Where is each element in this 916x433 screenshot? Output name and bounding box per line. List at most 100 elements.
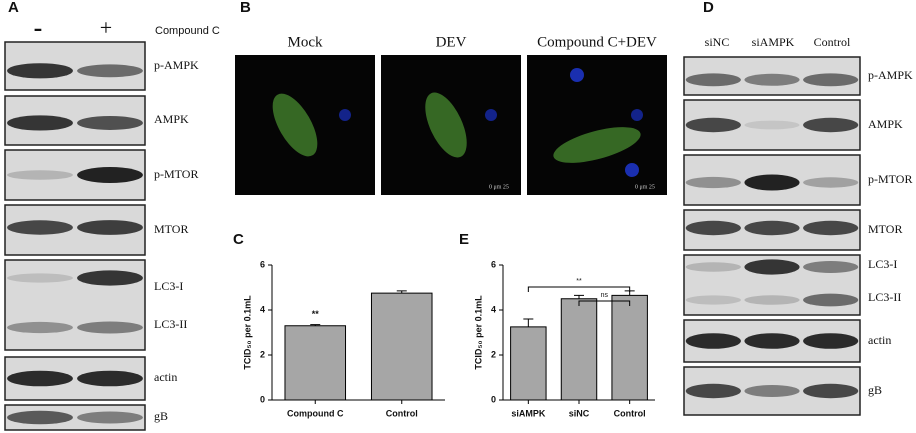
y-tick-label: 0 [491,394,496,404]
blot-row-label: p-AMPK [868,68,913,82]
band [803,220,859,236]
scale-label: 0 μm 25 [635,184,655,190]
band [77,64,143,78]
y-tick-label: 4 [260,304,265,314]
blot-row-label: LC3-II [868,290,901,304]
blot-row-label: MTOR [154,222,188,236]
panel-label: A [8,0,19,16]
band [7,273,73,283]
x-tick-label: Control [614,408,646,418]
band [744,174,800,191]
band [77,370,143,387]
band [744,333,800,349]
bar [284,325,347,401]
significance: ns [601,292,609,299]
band [7,321,73,334]
band [7,170,73,180]
band [803,333,859,349]
band [803,117,859,133]
blot-row-label: AMPK [868,117,903,131]
band [744,259,800,275]
band [7,220,73,235]
y-axis-label: TCID₅₀ per 0.1mL [473,295,483,370]
blot-row-label: p-MTOR [868,172,912,186]
band [77,220,143,235]
blot-row-label: actin [868,333,891,347]
y-tick-label: 0 [260,394,265,404]
blot-row-label: MTOR [868,222,902,236]
band [77,270,143,286]
band [803,261,859,273]
image-label: Compound C+DEV [537,34,657,50]
band [77,167,143,183]
y-tick-label: 2 [260,349,265,359]
micrograph [527,55,667,195]
treatment: - [34,13,43,42]
blot-row-label: p-MTOR [154,167,198,181]
significance: ** [312,309,320,319]
band [77,321,143,334]
nucleus [485,109,497,121]
band [77,411,143,424]
band [685,73,741,87]
blot-row-label: AMPK [154,112,189,126]
nucleus [631,109,643,121]
nucleus [625,163,639,177]
x-tick-label: siNC [569,408,590,418]
band [7,63,73,79]
condition: Compound C [155,25,220,37]
band [803,177,859,188]
x-tick-label: Control [386,408,418,418]
blot-row-label: LC3-I [868,257,897,271]
cell [425,92,467,158]
cell [272,93,318,157]
band [7,115,73,131]
band [744,385,800,397]
band [744,73,800,86]
band [7,410,73,425]
blot-row-label: LC3-I [154,279,183,293]
band [744,295,800,305]
band [685,262,741,272]
panel-label: B [240,0,251,16]
x-tick-label: Compound C [287,408,344,418]
blot-row-label: gB [154,409,168,423]
blot-column-label: siNC [705,35,730,49]
band [803,383,859,399]
band [685,176,741,189]
band [685,117,741,133]
nucleus [570,68,584,82]
scale-label: 0 μm 25 [489,184,509,190]
significance-bracket [578,300,631,306]
blot-row-label: gB [868,383,882,397]
x-tick-label: siAMPK [511,408,546,418]
panel-label: D [703,0,714,16]
cell [553,127,641,163]
panel-label: C [233,231,244,248]
band [77,115,143,130]
y-tick-label: 6 [491,259,496,269]
blot-row-label: actin [154,370,177,384]
significance: ** [576,278,582,285]
blot-column-label: Control [814,35,851,49]
y-tick-label: 2 [491,349,496,359]
nucleus [339,109,351,121]
image-label: Mock [288,34,323,50]
y-axis-label: TCID₅₀ per 0.1mL [242,295,252,370]
band [744,220,800,236]
treatment: + [100,15,112,40]
blot-column-label: siAMPK [752,35,795,49]
bar [370,292,433,401]
blot-row-label: p-AMPK [154,58,199,72]
band [803,73,859,87]
bar [611,294,648,401]
panel-label: E [459,231,469,248]
bar [510,326,547,401]
band [7,370,73,387]
blot-row-label: LC3-II [154,317,187,331]
image-label: DEV [436,34,467,50]
y-tick-label: 6 [260,259,265,269]
band [685,383,741,399]
significance-bracket [527,286,631,292]
